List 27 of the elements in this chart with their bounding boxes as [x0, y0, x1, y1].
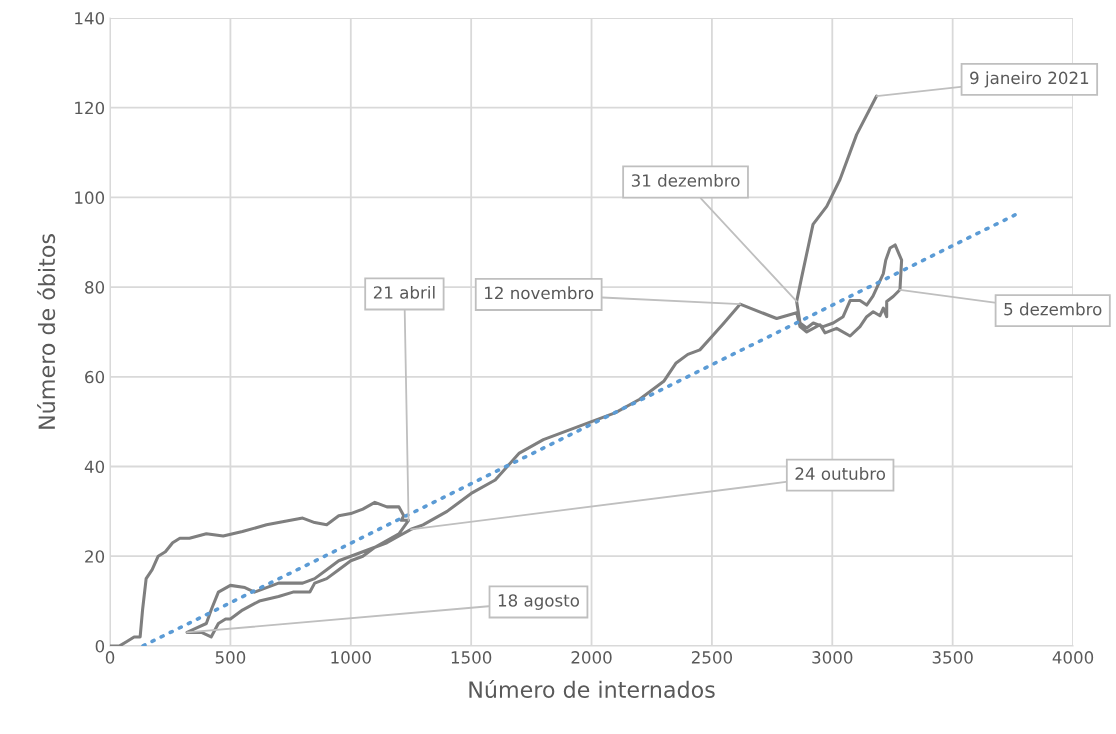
annotation: 31 dezembro [631, 173, 740, 187]
annotation: 24 outubro [795, 467, 886, 480]
annotation: 9 janeiro 2021 [970, 71, 1089, 88]
y-tick-label: 40 [84, 460, 105, 474]
x-tick-label: 4000 [1052, 651, 1094, 664]
y-tick-label: 60 [85, 370, 105, 384]
x-tick-label: 3000 [812, 651, 853, 664]
line-series [110, 94, 904, 646]
x-tick-label: 1000 [331, 651, 371, 664]
y-tick-label: 20 [85, 550, 105, 563]
y-axis-title: Número de óbitos [37, 234, 56, 429]
x-tick-label: 500 [215, 651, 246, 664]
x-tick-label: 2500 [691, 651, 733, 664]
x-tick-label: 2000 [571, 651, 612, 664]
y-tick-label: 120 [75, 101, 105, 115]
annotation: 21 abril [373, 285, 435, 299]
x-axis-title: Número de internados [469, 679, 715, 698]
annotation: 12 novembro [485, 286, 594, 300]
y-tick-label: 140 [75, 11, 105, 25]
x-tick-label: 1500 [451, 651, 492, 664]
y-tick-label: 0 [95, 639, 105, 653]
x-tick-label: 3500 [932, 651, 973, 664]
y-tick-label: 80 [85, 281, 105, 294]
y-tick-label: 100 [75, 191, 105, 204]
annotation: 5 dezembro [1004, 302, 1102, 316]
x-tick-label: 0 [105, 651, 115, 664]
annotation: 18 agosto [498, 594, 580, 610]
